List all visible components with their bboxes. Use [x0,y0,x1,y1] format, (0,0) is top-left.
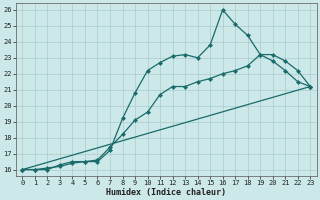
X-axis label: Humidex (Indice chaleur): Humidex (Indice chaleur) [106,188,226,197]
